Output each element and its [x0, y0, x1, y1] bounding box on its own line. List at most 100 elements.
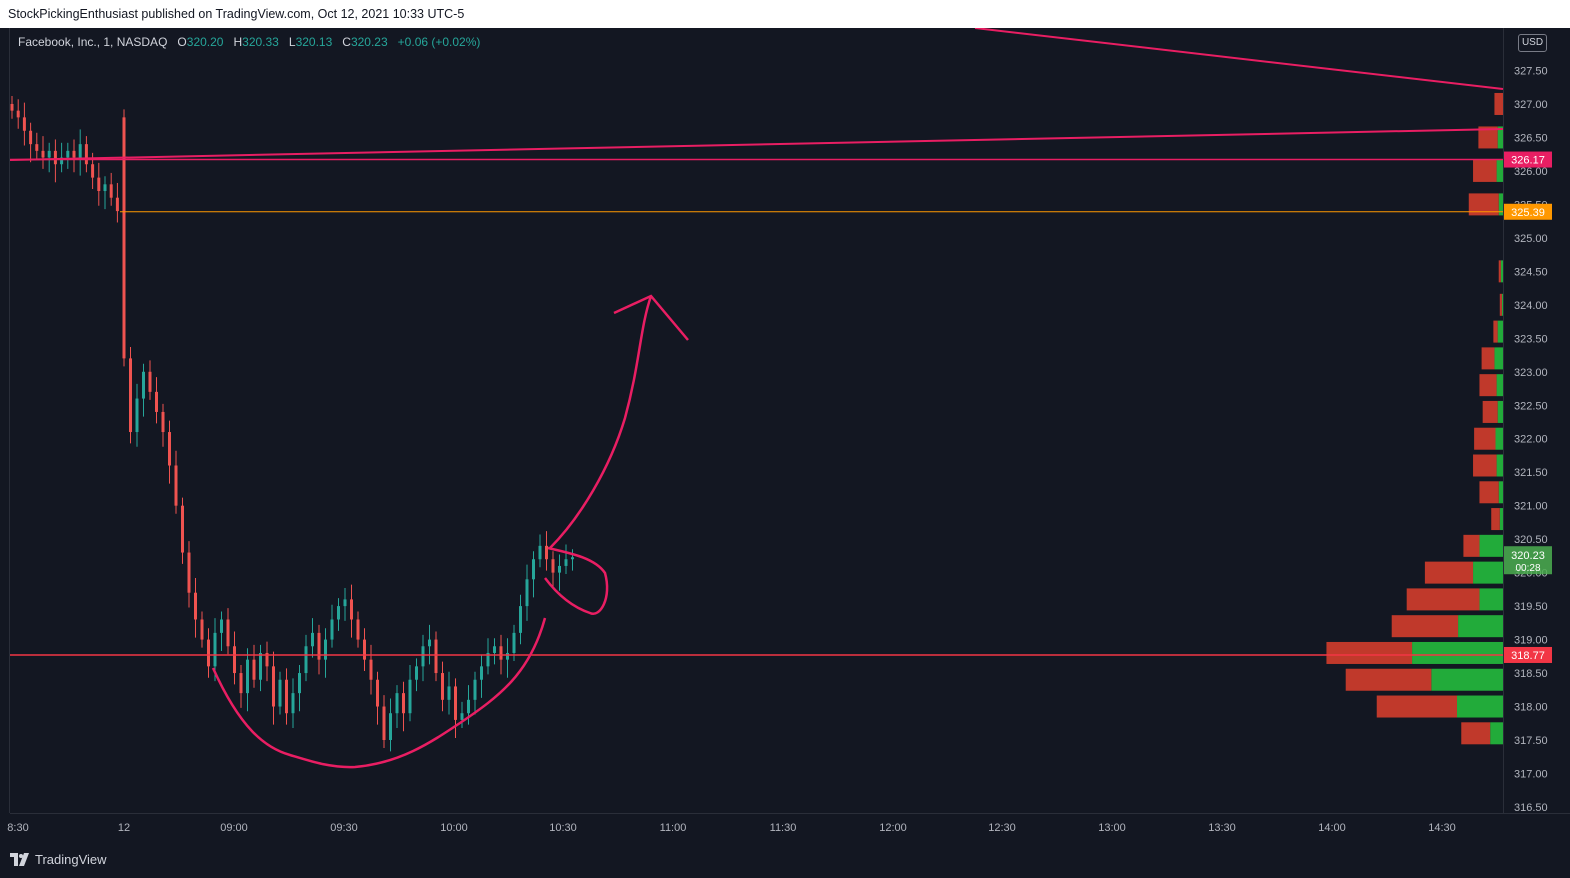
candle-body [538, 545, 542, 560]
candle-body [35, 144, 39, 151]
candle-body [337, 606, 340, 620]
candle-body [551, 559, 555, 573]
candle-body [519, 606, 522, 633]
candle-body [376, 679, 379, 707]
candle-body [72, 150, 76, 158]
volume-profile-bar-down [1478, 126, 1498, 149]
time-tick-label: 11:00 [660, 822, 687, 834]
candle-body [91, 164, 95, 178]
candle-body [115, 197, 119, 212]
time-tick-label: 12:30 [988, 822, 1016, 834]
footer: TradingView [0, 842, 1570, 878]
change-value: +0.06 (+0.02%) [397, 35, 481, 49]
time-tick-label: 8:30 [7, 822, 28, 834]
candle-body [311, 632, 314, 647]
arrow-up-curve [549, 295, 653, 549]
tradingview-icon [10, 852, 29, 866]
candle-body [473, 679, 477, 700]
candle-body [53, 150, 57, 165]
volume-profile-bar-up [1499, 508, 1503, 531]
candle-body [29, 130, 33, 145]
candle-body [486, 652, 490, 667]
volume-profile-bar-up [1500, 260, 1503, 283]
candle-body [571, 557, 574, 560]
candle-body [213, 632, 217, 667]
price-tag-box [1504, 646, 1552, 663]
price-tick-label: 321.50 [1514, 467, 1548, 479]
time-tick-label: 13:00 [1098, 822, 1126, 834]
time-axis[interactable]: 8:30 12 09:00 09:30 10:00 10:30 11:00 11:30 12:0… [7, 822, 1455, 834]
time-tick-label: 12:00 [879, 822, 907, 834]
candle-body [66, 150, 70, 158]
volume-profile-bar-up [1498, 193, 1503, 216]
candle-body [142, 371, 145, 399]
candle-body [233, 646, 236, 674]
candle-body [363, 639, 366, 660]
price-tick-label: 322.00 [1514, 434, 1548, 446]
high-value: 320.33 [242, 35, 279, 49]
candle-body [467, 699, 470, 714]
price-tick-label: 324.50 [1514, 266, 1548, 278]
open-value: 320.20 [186, 35, 224, 49]
countdown-label: 00:28 [1515, 563, 1540, 574]
candle-body [532, 559, 535, 580]
volume-profile-bar-up [1431, 668, 1503, 691]
candle-body [460, 713, 464, 720]
chart-grid [9, 28, 1570, 814]
candle-body [135, 398, 139, 433]
volume-profile-bar-up [1496, 159, 1503, 182]
candle-body [493, 646, 496, 653]
price-tick-label: 320.50 [1514, 534, 1548, 546]
volume-profile-bar-up [1497, 320, 1503, 343]
price-tick-label: 327.00 [1514, 99, 1548, 111]
candlestick-chart[interactable]: 327.50327.00326.50326.00325.50325.00324.… [0, 28, 1570, 842]
volume-profile-bar-down [1468, 193, 1499, 216]
candle-body [298, 673, 301, 694]
volume-profile-bar-down [1406, 588, 1480, 611]
tradingview-brand: TradingView [35, 852, 107, 867]
currency-button[interactable]: USD [1518, 34, 1547, 52]
volume-profile-bar-down [1499, 293, 1502, 316]
price-tag-label: 325.39 [1511, 207, 1545, 219]
candle-body [291, 693, 295, 714]
circle-annotation [544, 546, 609, 615]
price-tick-label: 323.00 [1514, 367, 1548, 379]
volume-profile-bar-up [1473, 561, 1503, 584]
candle-body [369, 659, 373, 680]
candle-body [78, 144, 82, 158]
low-value: 320.13 [295, 35, 333, 49]
price-tag-label: 326.17 [1511, 155, 1545, 167]
price-axis[interactable]: 327.50327.00326.50326.00325.50325.00324.… [1504, 66, 1552, 814]
volume-profile-bar-down [1473, 454, 1497, 477]
candle-body [155, 391, 158, 412]
volume-profile-bar-down [1473, 159, 1497, 182]
symbol-name: Facebook, Inc., 1, NASDAQ [18, 35, 168, 49]
candle-body [161, 411, 165, 433]
candle-body [285, 679, 288, 714]
price-tick-label: 316.50 [1514, 802, 1548, 814]
publisher-bar: StockPickingEnthusiast published on Trad… [0, 0, 1570, 28]
price-tick-label: 324.00 [1514, 300, 1548, 312]
candle-body [220, 619, 223, 633]
price-tick-label: 323.50 [1514, 333, 1548, 345]
candle-body [441, 673, 444, 700]
last-price-label: 320.23 [1511, 550, 1545, 562]
volume-profile-bar-down [1474, 427, 1496, 450]
candle-body [194, 592, 197, 620]
volume-profile [1326, 92, 1503, 745]
volume-profile-bar-down [1376, 695, 1457, 718]
low-label: L [288, 35, 296, 49]
ohlc-legend: Facebook, Inc., 1, NASDAQ O320.20 H320.3… [18, 35, 480, 49]
time-tick-label: 10:30 [549, 822, 577, 834]
time-tick-label: 14:00 [1318, 822, 1346, 834]
candle-body [480, 666, 483, 680]
volume-profile-bar-down [1498, 260, 1501, 283]
volume-profile-bar-up [1412, 641, 1503, 664]
candle-body [389, 713, 392, 740]
volume-profile-bar-down [1326, 641, 1413, 664]
candle-body [343, 599, 347, 607]
time-tick-label: 10:00 [440, 822, 468, 834]
candle-body [187, 552, 191, 593]
tradingview-logo[interactable]: TradingView [10, 852, 107, 867]
time-tick-label: 11:30 [770, 822, 797, 834]
